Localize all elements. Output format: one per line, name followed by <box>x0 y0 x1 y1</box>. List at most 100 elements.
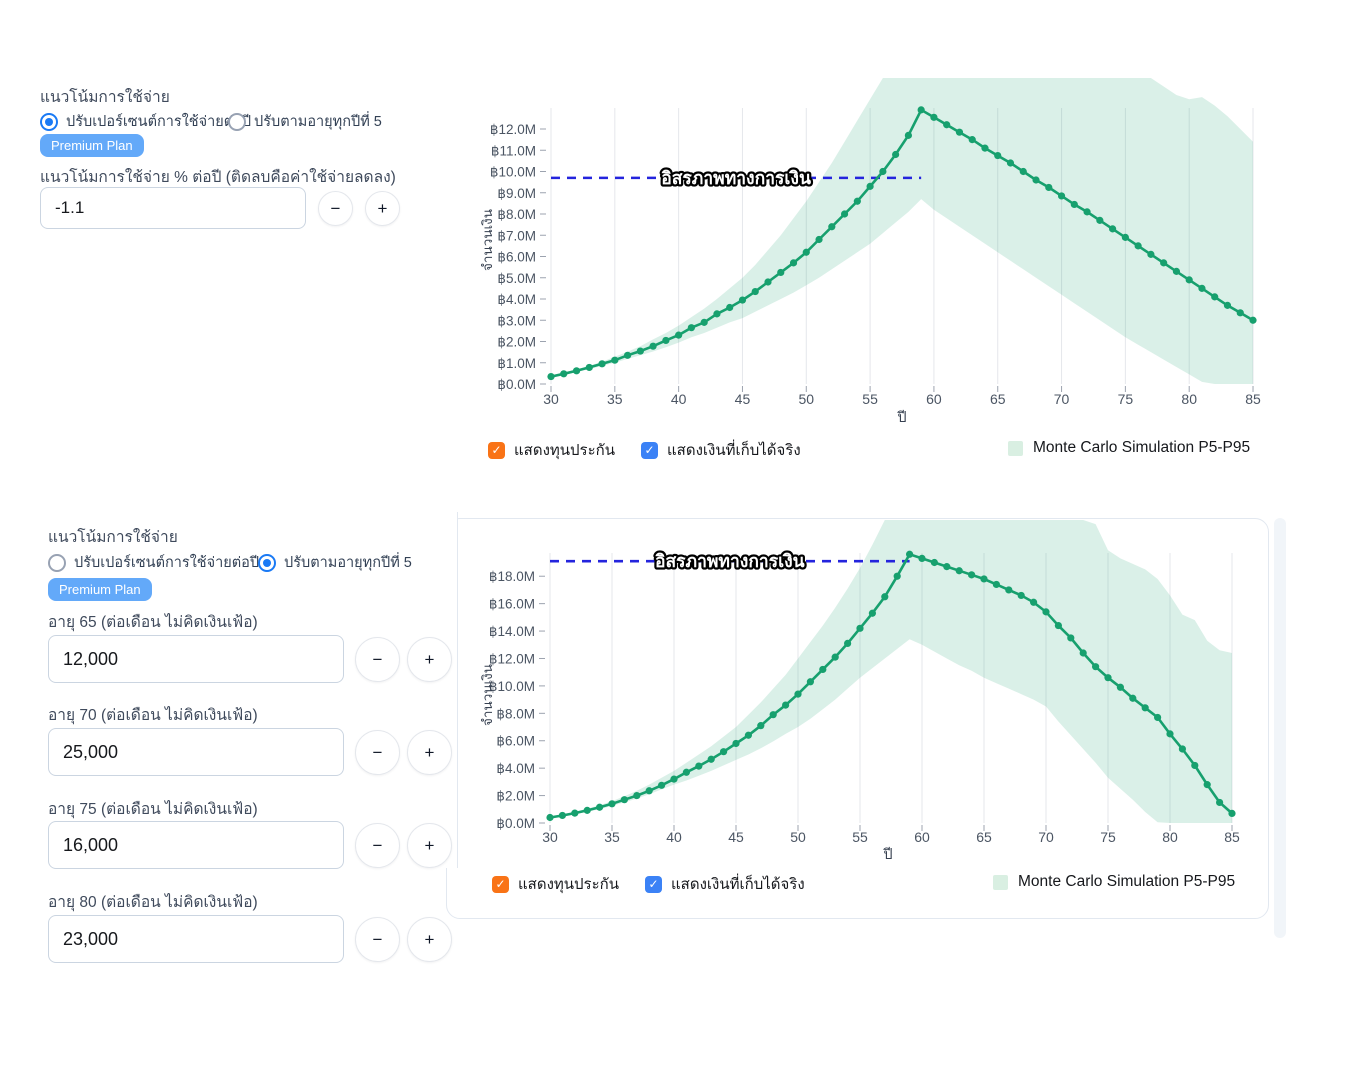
radio-option-percent-per-year[interactable]: ปรับเปอร์เซนต์การใช้จ่ายต่อปี <box>48 551 259 574</box>
data-point <box>598 360 606 368</box>
y-tick-label: ฿6.0M <box>496 734 535 749</box>
data-point <box>828 223 836 231</box>
y-tick-label: ฿9.0M <box>497 186 536 201</box>
x-tick-label: 85 <box>1224 829 1240 845</box>
decrement-button[interactable]: − <box>318 191 353 226</box>
data-point <box>906 550 914 558</box>
x-tick-label: 30 <box>543 391 559 407</box>
radio-option-percent-per-year[interactable]: ปรับเปอร์เซนต์การใช้จ่ายต่อปี <box>40 110 251 133</box>
y-axis-title: จำนวนเงิน <box>480 209 495 271</box>
data-point <box>1141 704 1149 712</box>
age-75-increment-button[interactable]: + <box>407 823 452 868</box>
age-70-increment-button[interactable]: + <box>407 730 452 775</box>
data-point <box>1067 634 1075 642</box>
checkbox-checked-orange-icon[interactable] <box>492 875 509 893</box>
data-point <box>1096 216 1104 224</box>
age-75-input[interactable] <box>48 821 344 869</box>
data-point <box>1160 259 1168 267</box>
data-point <box>1109 225 1117 233</box>
radio-selected-icon[interactable] <box>40 112 58 131</box>
data-point <box>583 806 591 814</box>
data-point <box>853 197 861 205</box>
age-75-decrement-button[interactable]: − <box>355 823 400 868</box>
y-tick-label: ฿4.0M <box>496 761 535 776</box>
wealth-projection-chart-top: 30 35 40 45 50 55 60 65 70 75 80 85 ฿0.0M ฿1.0M ฿2.0M ฿… <box>480 78 1261 426</box>
data-point <box>707 755 715 763</box>
data-point <box>1057 192 1066 200</box>
data-point <box>744 731 753 739</box>
data-point <box>802 248 810 256</box>
checkbox-checked-blue-icon[interactable] <box>645 875 663 893</box>
chart-legend-bottom: แสดงทุนประกัน แสดงเงินที่เก็บได้จริง <box>492 872 805 896</box>
data-point <box>682 768 691 776</box>
x-tick-label: 80 <box>1162 829 1178 845</box>
age-65-decrement-button[interactable]: − <box>355 637 400 682</box>
data-point <box>658 781 666 789</box>
age-80-input[interactable] <box>48 915 344 963</box>
radio-selected-icon[interactable] <box>258 553 276 572</box>
age-65-field-label: อายุ 65 (ต่อเดือน ไม่คิดเงินเฟ้อ) <box>48 614 258 631</box>
x-tick-label: 45 <box>735 391 751 407</box>
y-tick-label: ฿8.0M <box>496 706 535 721</box>
wealth-projection-chart-bottom: 30 35 40 45 50 55 60 65 70 75 80 85 ฿0.0M ฿2.0M ฿4.0M ฿… <box>480 520 1240 863</box>
data-point <box>930 558 939 567</box>
age-70-decrement-button[interactable]: − <box>355 730 400 775</box>
x-tick-label: 50 <box>790 829 806 845</box>
data-point <box>572 367 581 375</box>
age-80-increment-button[interactable]: + <box>407 917 452 962</box>
age-70-input[interactable] <box>48 728 344 776</box>
data-point <box>856 624 864 632</box>
data-point <box>1083 208 1091 216</box>
toggle-show-insurance[interactable]: แสดงทุนประกัน <box>492 872 619 896</box>
percent-per-year-field-label: แนวโน้มการใช้จ่าย % ต่อปี (ติดลบคือค่าใช… <box>40 169 396 186</box>
y-tick-label: ฿2.0M <box>497 335 536 350</box>
toggle-show-insurance[interactable]: แสดงทุนประกัน <box>488 438 615 462</box>
data-point <box>769 711 777 719</box>
data-point <box>620 796 629 804</box>
data-point <box>713 310 721 318</box>
data-point <box>738 296 747 304</box>
toggle-show-actual-savings[interactable]: แสดงเงินที่เก็บได้จริง <box>645 872 805 896</box>
data-point <box>893 572 901 580</box>
x-tick-label: 30 <box>542 829 558 845</box>
radio-unselected-icon[interactable] <box>228 112 246 131</box>
radio-option-adjust-by-age[interactable]: ปรับตามอายุทุกปีที่ 5 <box>258 551 412 574</box>
data-point <box>670 775 678 783</box>
data-point <box>866 182 874 190</box>
data-point <box>794 690 802 698</box>
premium-plan-badge: Premium Plan <box>40 134 144 157</box>
percent-per-year-input[interactable] <box>40 187 306 229</box>
data-point <box>1121 233 1129 241</box>
data-point <box>879 167 887 176</box>
checkbox-checked-blue-icon[interactable] <box>641 441 659 459</box>
toggle-show-actual-savings[interactable]: แสดงเงินที่เก็บได้จริง <box>641 438 801 462</box>
data-point <box>585 363 593 372</box>
radio-option-adjust-by-age[interactable]: ปรับตามอายุทุกปีที่ 5 <box>228 110 382 133</box>
y-tick-label: ฿5.0M <box>497 271 536 286</box>
x-tick-label: 70 <box>1038 829 1054 845</box>
y-tick-label: ฿12.0M <box>489 651 535 666</box>
increment-button[interactable]: + <box>365 191 400 226</box>
monte-carlo-legend-bottom: Monte Carlo Simulation P5-P95 <box>993 873 1235 891</box>
data-point <box>1211 293 1219 301</box>
y-tick-label: ฿3.0M <box>497 313 536 328</box>
age-65-increment-button[interactable]: + <box>407 637 452 682</box>
data-point <box>968 136 976 144</box>
age-80-decrement-button[interactable]: − <box>355 917 400 962</box>
x-tick-label: 75 <box>1100 829 1116 845</box>
y-tick-label: ฿0.0M <box>497 377 536 392</box>
data-point <box>892 150 900 159</box>
age-65-input[interactable] <box>48 635 344 683</box>
premium-plan-badge: Premium Plan <box>48 578 152 601</box>
data-point <box>1178 745 1186 753</box>
x-tick-label: 55 <box>862 391 878 407</box>
data-point <box>1216 798 1224 807</box>
scrollbar-track[interactable] <box>1274 518 1286 938</box>
checkbox-checked-orange-icon[interactable] <box>488 441 505 459</box>
x-axis-title: ปี <box>897 409 906 426</box>
data-point <box>1185 276 1193 284</box>
radio-label: ปรับตามอายุทุกปีที่ 5 <box>284 555 412 571</box>
data-point <box>1017 591 1025 600</box>
radio-unselected-icon[interactable] <box>48 553 66 572</box>
